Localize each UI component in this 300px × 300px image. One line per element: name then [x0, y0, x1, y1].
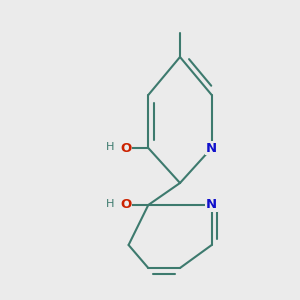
Text: O: O — [120, 199, 132, 212]
Text: H: H — [106, 199, 114, 209]
Text: O: O — [120, 142, 132, 154]
Text: N: N — [206, 199, 217, 212]
Text: N: N — [206, 142, 217, 154]
Text: H: H — [106, 142, 114, 152]
